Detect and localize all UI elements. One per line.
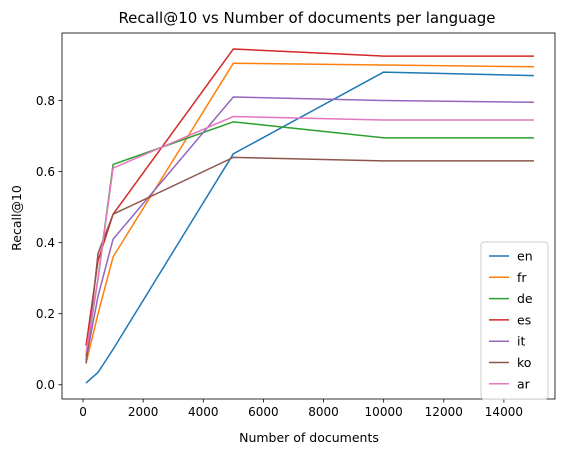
legend-label-de: de — [517, 291, 533, 306]
legend-label-ar: ar — [517, 376, 531, 391]
x-tick-label: 12000 — [425, 405, 463, 419]
legend-label-it: it — [517, 334, 525, 349]
x-tick-label: 10000 — [365, 405, 403, 419]
y-tick-label: 0.2 — [36, 307, 55, 321]
y-tick-label: 0.4 — [36, 236, 55, 250]
series-line-ko — [85, 156, 534, 364]
x-tick-label: 14000 — [485, 405, 523, 419]
series-line-en — [85, 71, 534, 384]
legend: en fr de es it ko ar — [480, 241, 549, 400]
series-line-de — [85, 121, 534, 357]
legend-label-en: en — [517, 249, 533, 264]
series-line-fr — [85, 62, 534, 364]
chart-title: Recall@10 vs Number of documents per lan… — [118, 9, 495, 27]
series-line-it — [85, 96, 534, 361]
legend-box — [480, 241, 549, 400]
x-tick-label: 4000 — [188, 405, 219, 419]
x-tick-label: 0 — [79, 405, 87, 419]
y-axis-title: Recall@10 — [9, 185, 24, 251]
legend-label-fr: fr — [517, 270, 527, 285]
legend-label-ko: ko — [517, 355, 531, 370]
y-tick-label: 0.0 — [36, 378, 55, 392]
series-line-ar — [85, 115, 534, 353]
x-axis-title: Number of documents — [239, 430, 379, 445]
x-tick-label: 6000 — [248, 405, 279, 419]
x-tick-label: 2000 — [128, 405, 159, 419]
y-tick-label: 0.8 — [36, 94, 55, 108]
series-line-es — [85, 48, 534, 346]
plot-frame — [61, 32, 556, 400]
plot-area: 0 2000 4000 6000 8000 10000 12000 14000 0.0 0.2 0.… — [36, 32, 556, 419]
legend-label-es: es — [517, 312, 531, 327]
y-tick-label: 0.6 — [36, 165, 55, 179]
x-tick-label: 8000 — [308, 405, 339, 419]
